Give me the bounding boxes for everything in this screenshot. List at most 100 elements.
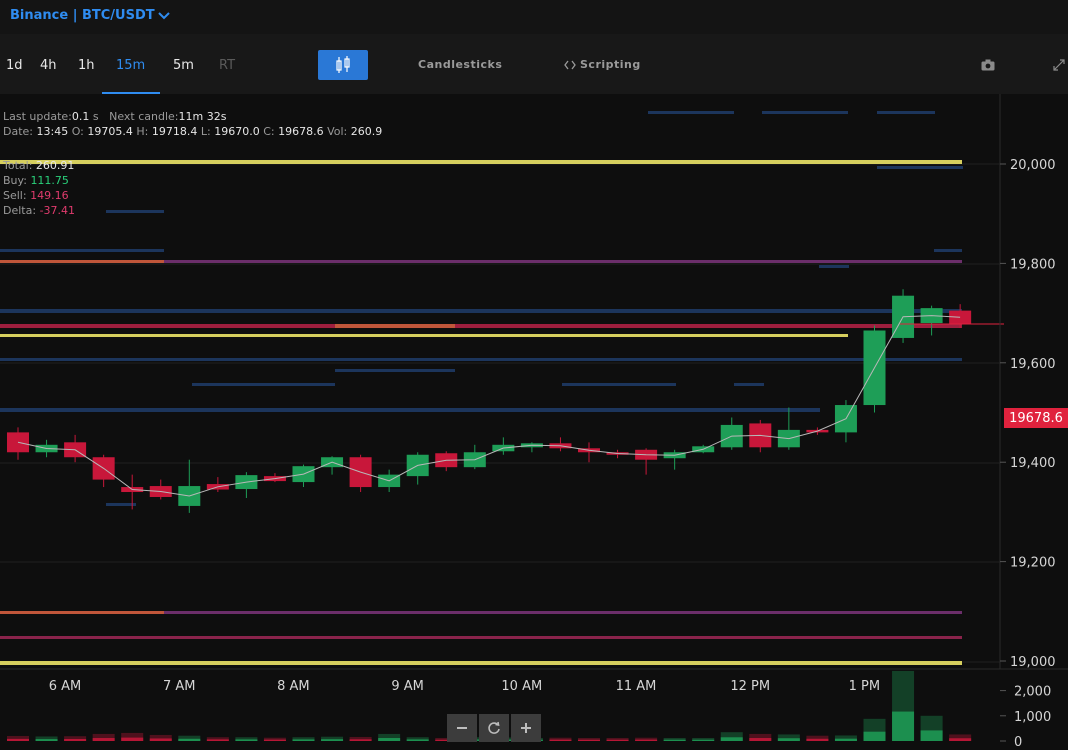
x-tick-label: 10 AM [501,679,542,694]
sell-label: Sell: [3,189,27,202]
volume-bar-delta [149,738,172,741]
volume-bar-delta [178,738,201,741]
volume-bar-delta [578,739,600,741]
last-update-label: Last update: [3,110,72,123]
candle [834,400,857,443]
volume-bar-delta [35,739,58,741]
volume-bar-delta [549,739,572,741]
volume-bar [178,735,201,741]
volume-bar [606,737,629,741]
volume-bar [949,734,972,741]
timeframe-1h[interactable]: 1h [78,58,95,73]
refresh-icon [488,721,500,734]
x-tick-label: 11 AM [616,679,657,694]
candle [178,459,201,513]
volume-bar [435,737,458,741]
screenshot-button[interactable] [981,56,995,75]
volume-bar [692,738,715,741]
timeframe-1d[interactable]: 1d [6,58,23,73]
zoom-in-button[interactable] [511,714,541,742]
timeframe-5m[interactable]: 5m [173,58,194,73]
volume-bar-delta [64,738,87,741]
candle [406,452,429,485]
chart-type-button[interactable] [318,50,368,80]
volume-bar [578,738,600,741]
candle [292,464,315,488]
chevron-down-icon [157,11,170,19]
volume-bar-delta [663,739,686,741]
y-tick-label: 19,600 [1010,357,1056,372]
candle [92,454,115,488]
total-line: Total: 260.91 [3,159,74,172]
buy-line: Buy: 111.75 [3,174,69,187]
plus-icon [521,723,531,733]
fullscreen-button[interactable] [1053,56,1065,75]
x-tick-label: 1 PM [849,679,880,694]
timeframe-rt[interactable]: RT [219,58,236,73]
volume-bar-delta [378,738,401,741]
volume-bar-delta [720,737,743,741]
candle [492,437,515,455]
open-label: O: [71,125,84,138]
y-tick-label: 19,000 [1010,655,1056,670]
volume-bar-delta [263,739,286,741]
y-tick-label: 20,000 [1010,158,1056,173]
volume-bar [64,736,87,741]
volume-bar-delta [235,739,258,741]
candle [635,448,658,475]
buy-label: Buy: [3,174,27,187]
candle [235,472,258,498]
ohlc-line: Date: 13:45 O: 19705.4 H: 19718.4 L: 196… [3,125,382,138]
scripting-label: Scripting [580,58,641,71]
candlesticks-button[interactable]: Candlesticks [418,58,503,71]
low-label: L: [200,125,211,138]
volume-bar [121,732,144,741]
volume-bar-delta [806,738,829,741]
camera-icon [981,59,995,71]
scripting-button[interactable]: Scripting [564,58,641,71]
last-update-value: 0.1 [71,110,90,123]
zoom-out-button[interactable] [447,714,477,742]
sell-value: 149.16 [30,189,69,202]
candle [64,434,87,463]
timeframe-15m[interactable]: 15m [116,58,146,73]
volume-bar-delta [206,739,229,741]
volume-tick-label: 2,000 [1014,685,1051,700]
volume-bar [777,734,800,741]
volume-bar [635,737,658,741]
timeframe-4h[interactable]: 4h [40,58,57,73]
symbol-selector[interactable]: Binance | BTC/USDT [10,8,171,23]
volume-bar [720,732,743,741]
last-update-unit: s [92,110,99,123]
volume-bar [292,737,315,741]
candle [720,417,743,450]
candlestick-icon [336,56,350,73]
volume-bar [149,734,172,741]
reset-zoom-button[interactable] [479,714,509,742]
volume-bar-delta [949,738,972,741]
chart-area[interactable]: 20,000 19,800 19,600 19,400 19,200 19,000 6 A… [0,94,1068,750]
last-price-tag: 19678.6 [1004,408,1068,428]
candle-body [949,310,972,325]
volume-bar [349,736,372,741]
volume-bar-delta [321,739,344,741]
volume-value: 260.9 [350,125,383,138]
volume-bar-delta [920,730,943,741]
volume-bar-delta [892,711,915,741]
y-tick-label: 19,400 [1010,456,1056,471]
date-label: Date: [3,125,33,138]
volume-bar [406,737,429,741]
y-tick-label: 19,200 [1010,556,1056,571]
volume-bar [321,736,344,741]
open-value: 19705.4 [87,125,133,138]
total-label: Total: [3,159,33,172]
volume-tick-label: 1,000 [1014,710,1051,725]
candle [520,442,543,453]
date-value: 13:45 [36,125,69,138]
volume-label: Vol: [327,125,348,138]
x-tick-label: 9 AM [391,679,424,694]
delta-line: Delta: -37.41 [3,204,75,217]
volume-bar [235,737,258,741]
price-chart[interactable]: 20,000 19,800 19,600 19,400 19,200 19,000 6 A… [0,94,1068,750]
delta-value: -37.41 [39,204,76,217]
